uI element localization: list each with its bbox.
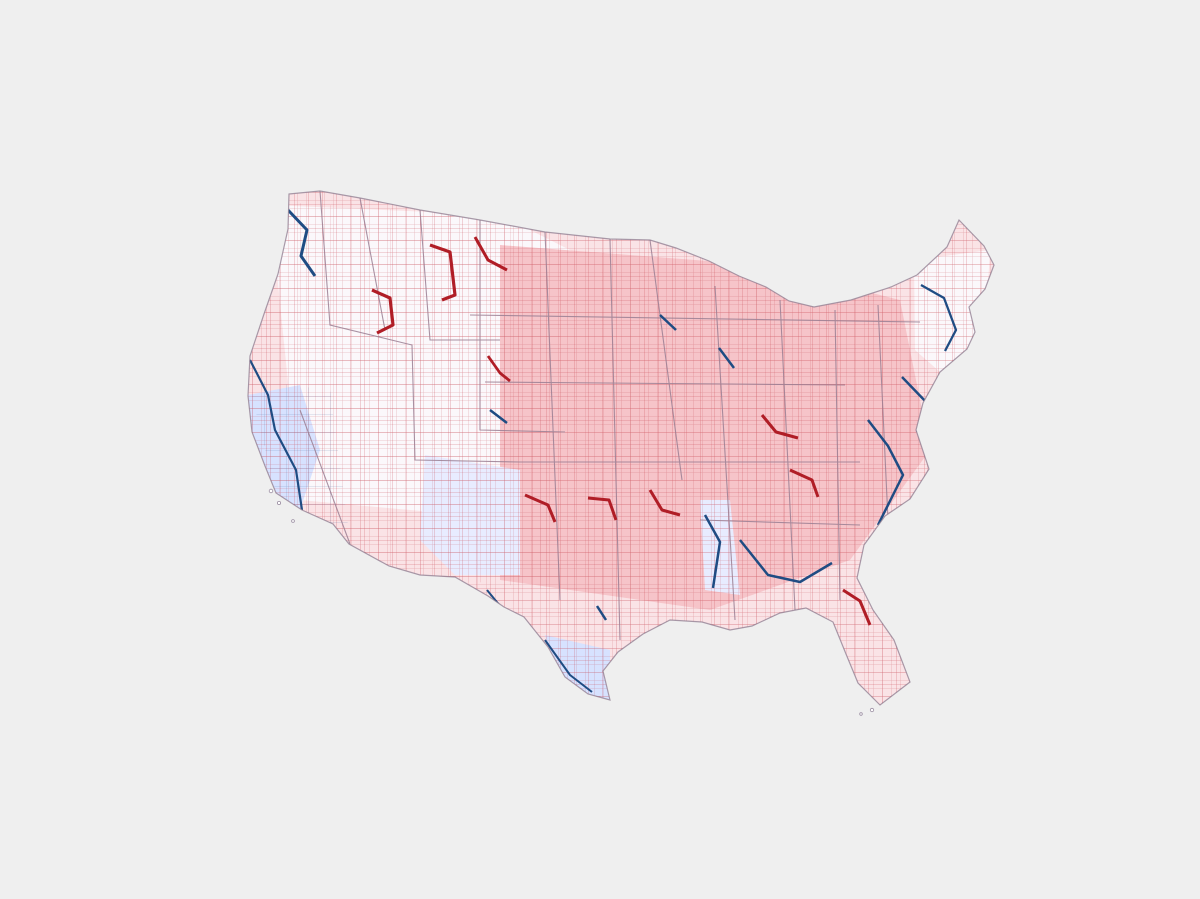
keys-island-1 (869, 707, 875, 713)
county-outline-denver (489, 409, 508, 424)
county-outline-red-plains-3 (648, 489, 681, 517)
county-outline-red-appalachia-2 (789, 468, 820, 498)
state-border-plains-3 (649, 239, 683, 481)
county-outline-new-england (920, 283, 958, 352)
us-outline (247, 190, 995, 706)
state-border-east-2 (779, 299, 796, 611)
channel-island-3 (291, 519, 295, 523)
channel-island-2 (276, 500, 281, 505)
county-outline-upper-midwest (659, 314, 677, 331)
county-outline-red-southeast (842, 588, 872, 626)
county-outline-texas-border (544, 639, 593, 693)
map-base-layer (248, 191, 994, 705)
county-outline-red-west-2 (429, 243, 457, 302)
state-border-west-1 (319, 191, 521, 463)
county-outline-red-west-4 (486, 355, 511, 383)
county-outline-red-plains-1 (524, 493, 557, 523)
county-outline-mississippi-delta (703, 514, 722, 589)
state-border-west-4 (479, 220, 566, 433)
state-border-plains-2 (609, 238, 621, 641)
county-outline-central-texas (595, 605, 608, 621)
state-border-california (299, 409, 351, 545)
county-outline-carolina-virginia (867, 419, 905, 526)
state-border-latitude-3 (469, 314, 921, 323)
county-outline-red-west-1 (371, 288, 395, 335)
county-outline-black-belt (739, 539, 833, 584)
county-outline-red-appalachia-1 (760, 414, 799, 440)
keys-island-2 (859, 712, 863, 716)
coastal-islands (268, 488, 875, 716)
county-outline-california-coast (249, 359, 304, 511)
state-borders (299, 191, 921, 641)
state-border-latitude-4 (699, 519, 861, 526)
state-border-east-4 (877, 304, 889, 521)
county-outline-chicago (718, 347, 735, 369)
county-outline-red-west-3 (473, 236, 508, 272)
county-outline-washington-coast (286, 208, 317, 277)
county-outline-red-plains-2 (587, 496, 618, 521)
state-border-latitude-2 (484, 381, 846, 386)
state-border-east-3 (834, 309, 841, 601)
channel-island-1 (268, 488, 274, 494)
state-border-plains-1 (544, 231, 561, 601)
state-border-west-2 (359, 197, 386, 331)
state-border-east-1 (714, 285, 736, 621)
state-border-west-3 (419, 209, 500, 341)
